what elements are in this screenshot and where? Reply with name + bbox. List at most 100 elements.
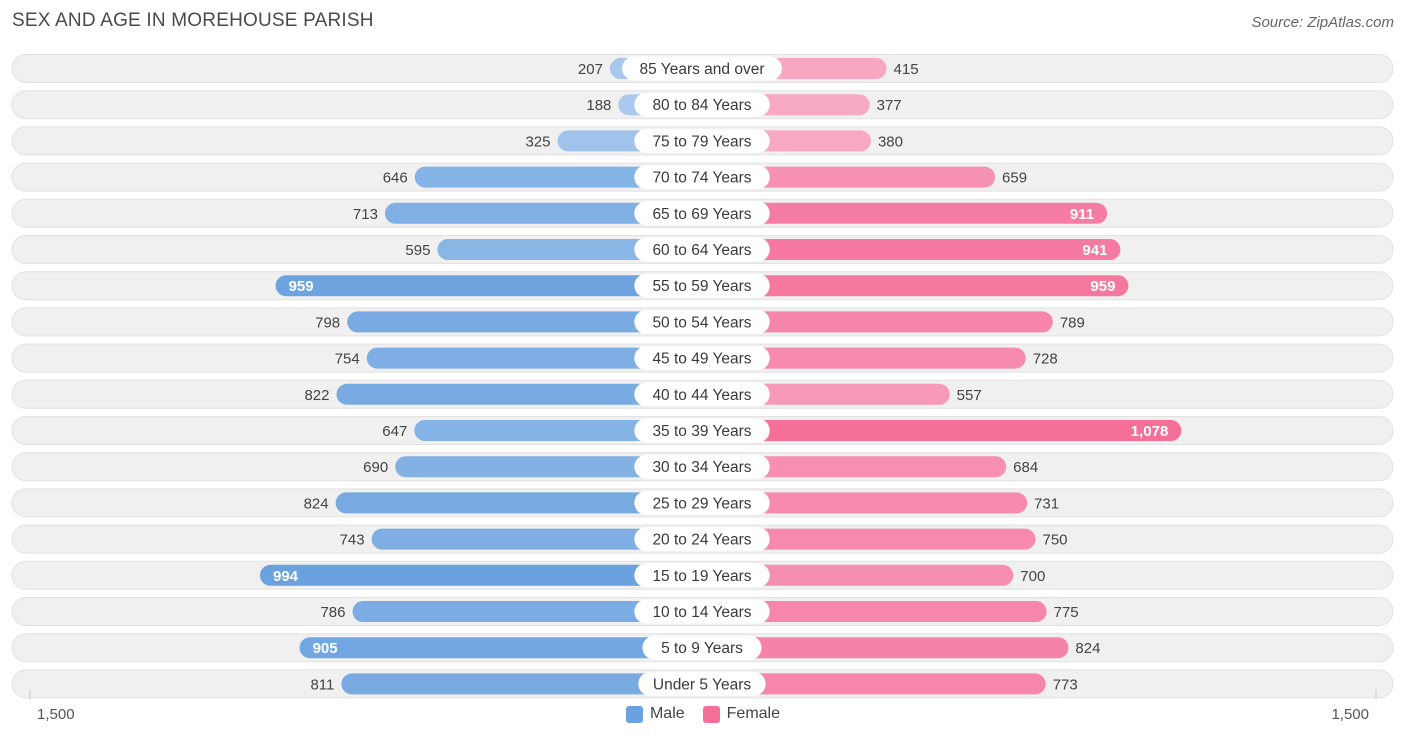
bar-female: [702, 528, 1036, 550]
value-label-male: 647: [382, 423, 407, 440]
category-pill: [634, 309, 770, 334]
bar-female: [702, 601, 1047, 622]
bar-male: [275, 275, 702, 297]
bar-male: [371, 528, 702, 550]
bar-female: [702, 202, 1108, 224]
category-label: 65 to 69 Years: [652, 206, 751, 223]
legend-item-female[interactable]: Female: [702, 705, 780, 723]
bar-female: [702, 239, 1121, 260]
value-label-female: 380: [878, 133, 903, 150]
value-label-female: 659: [1002, 170, 1027, 187]
value-label-male: 811: [310, 676, 334, 693]
value-label-female: 415: [894, 61, 919, 78]
category-label: 55 to 59 Years: [652, 278, 751, 295]
value-label-female: 959: [1090, 278, 1115, 295]
value-label-female: 728: [1033, 351, 1058, 368]
bar-male: [299, 637, 702, 659]
legend-label-male: Male: [649, 705, 685, 722]
bar-male: [335, 492, 702, 514]
category-pill: [634, 201, 770, 226]
bar-male: [341, 673, 702, 695]
bar-female: [702, 166, 996, 188]
bar-female: [702, 492, 1028, 514]
category-label: 10 to 14 Years: [652, 604, 751, 621]
axis-right-label: 1,500: [1331, 706, 1369, 723]
bar-male: [352, 601, 702, 622]
category-pill: [634, 346, 770, 371]
legend-swatch-female: [702, 705, 720, 723]
value-label-female: 789: [1060, 314, 1085, 331]
category-pill: [642, 635, 762, 660]
value-label-male: 824: [304, 495, 329, 512]
population-pyramid-chart: 207 415 85 Years and over 188 377 80 to 84 Ye…: [11, 54, 1394, 700]
value-label-male: 713: [353, 206, 378, 223]
bar-female: [702, 564, 1014, 586]
bar-male: [366, 347, 702, 369]
value-label-male: 905: [313, 640, 338, 657]
value-label-male: 188: [586, 97, 611, 114]
legend-swatch-male: [625, 705, 643, 723]
value-label-female: 377: [877, 97, 902, 114]
category-label: 5 to 9 Years: [661, 640, 743, 657]
value-label-female: 1,078: [1131, 423, 1169, 440]
bar-male: [347, 311, 702, 333]
value-label-female: 731: [1034, 495, 1059, 512]
value-label-female: 773: [1053, 676, 1078, 693]
value-label-male: 646: [383, 170, 408, 187]
bar-female: [702, 637, 1069, 659]
value-label-female: 941: [1082, 242, 1107, 259]
value-label-male: 798: [315, 314, 340, 331]
value-label-female: 557: [957, 387, 982, 404]
category-pill: [634, 563, 770, 588]
category-pill: [634, 490, 770, 515]
category-pill: [622, 56, 782, 81]
category-label: 35 to 39 Years: [652, 423, 751, 440]
value-label-female: 775: [1054, 604, 1079, 621]
bar-male: [260, 564, 702, 586]
category-label: 25 to 29 Years: [652, 495, 751, 512]
category-pill: [634, 237, 770, 262]
category-label: 50 to 54 Years: [652, 314, 751, 331]
bar-male: [414, 420, 702, 441]
bar-female: [702, 420, 1182, 441]
category-pill: [634, 92, 770, 117]
bar-male: [395, 456, 702, 478]
value-label-male: 690: [363, 459, 388, 476]
bar-female: [702, 311, 1053, 333]
category-label: 70 to 74 Years: [652, 170, 751, 187]
category-label: 45 to 49 Years: [652, 351, 751, 368]
legend: Male Female: [0, 705, 1406, 723]
category-label: 30 to 34 Years: [652, 459, 751, 476]
category-pill: [634, 273, 770, 298]
value-label-female: 750: [1043, 532, 1068, 549]
category-label: 60 to 64 Years: [652, 242, 751, 259]
category-label: 40 to 44 Years: [652, 387, 751, 404]
category-pill: [634, 128, 770, 153]
legend-item-male[interactable]: Male: [625, 705, 685, 723]
value-label-female: 911: [1070, 206, 1094, 223]
category-label: Under 5 Years: [653, 676, 751, 693]
bar-female: [702, 456, 1007, 478]
value-label-male: 754: [335, 351, 360, 368]
value-label-male: 743: [340, 532, 365, 549]
category-pill: [638, 671, 766, 696]
value-label-male: 207: [578, 61, 603, 78]
bar-female: [702, 673, 1046, 695]
bar-male: [384, 202, 702, 224]
category-label: 15 to 19 Years: [652, 568, 751, 585]
value-label-female: 824: [1075, 640, 1100, 657]
category-label: 85 Years and over: [640, 61, 765, 78]
bar-female: [702, 347, 1026, 369]
value-label-male: 822: [304, 387, 329, 404]
value-label-male: 994: [273, 568, 299, 585]
category-pill: [634, 527, 770, 552]
bar-male: [336, 383, 702, 405]
value-label-female: 700: [1020, 568, 1045, 585]
bar-male: [414, 166, 702, 188]
source-credit: Source: ZipAtlas.com: [1251, 14, 1394, 31]
category-pill: [634, 165, 770, 190]
axis-left-label: 1,500: [37, 706, 75, 723]
value-label-male: 959: [289, 278, 314, 295]
category-pill: [634, 382, 770, 407]
category-pill: [634, 418, 770, 443]
